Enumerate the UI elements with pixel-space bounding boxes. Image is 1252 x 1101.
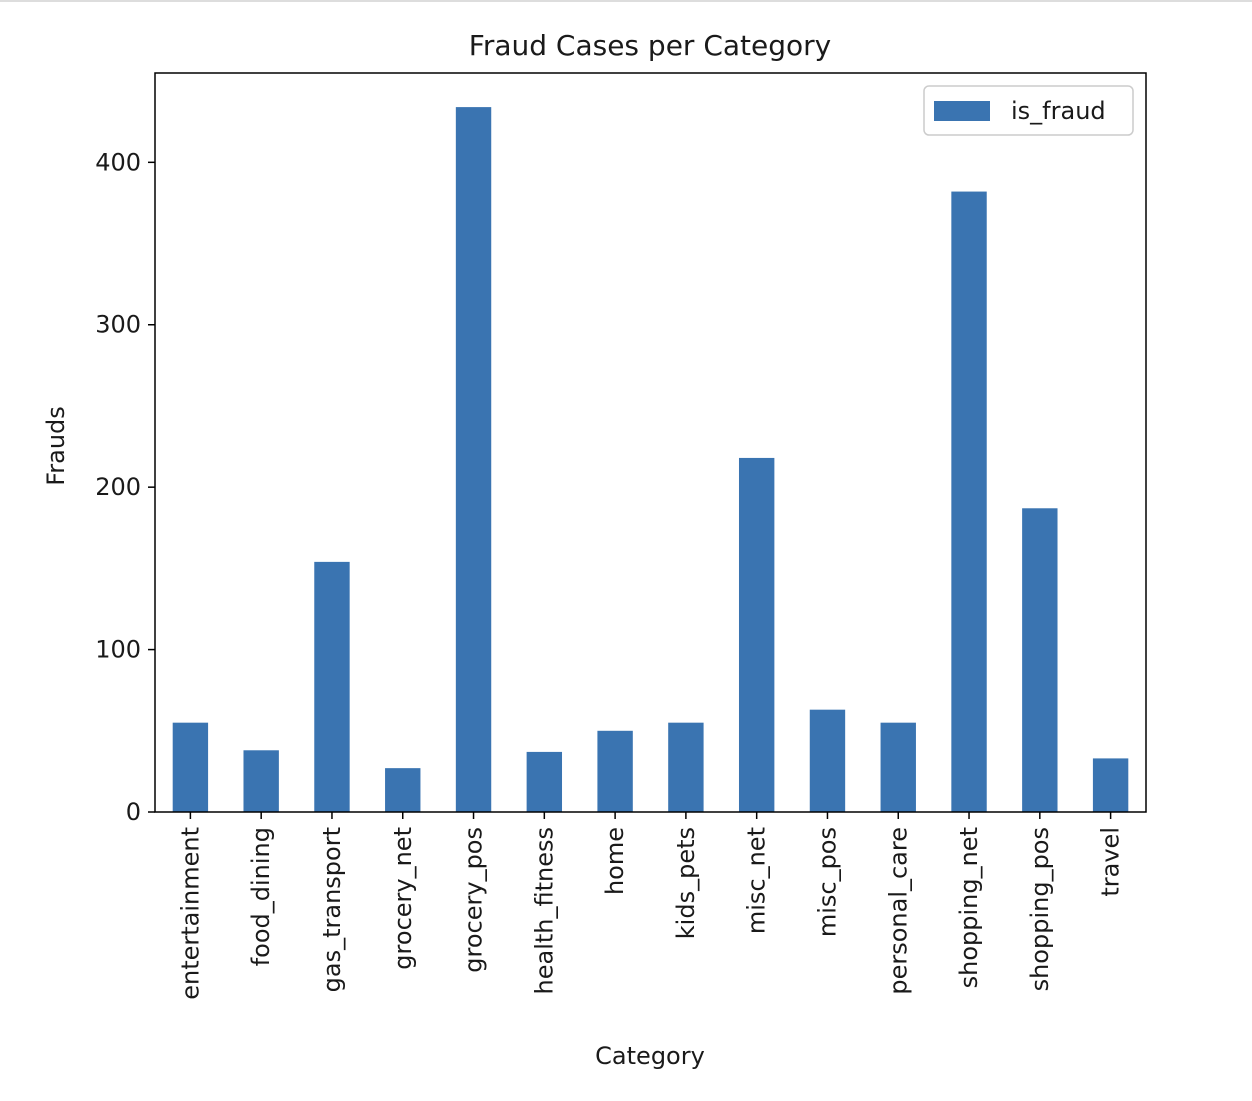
bar-travel (1093, 758, 1128, 812)
y-tick-label: 300 (95, 311, 141, 339)
bar-home (597, 731, 632, 812)
x-tick-label: misc_net (743, 827, 771, 934)
plot-frame (155, 73, 1146, 812)
x-axis-label: Category (595, 1042, 705, 1070)
bar-grocery-net (385, 768, 420, 812)
legend-label: is_fraud (1011, 97, 1106, 125)
bar-shopping-net (951, 192, 986, 812)
bar-kids-pets (668, 723, 703, 812)
x-tick-label: grocery_net (389, 827, 417, 970)
y-tick-label: 100 (95, 636, 141, 664)
y-tick-label: 0 (126, 798, 141, 826)
x-tick-label: entertainment (176, 827, 204, 1000)
bar-gas-transport (314, 562, 349, 812)
x-tick-label: personal_care (884, 827, 912, 995)
y-tick-label: 400 (95, 148, 141, 176)
x-tick-label: shopping_net (955, 827, 983, 988)
y-tick-label: 200 (95, 473, 141, 501)
x-tick-label: shopping_pos (1026, 827, 1054, 991)
x-tick-label: grocery_pos (460, 827, 488, 973)
bar-shopping-pos (1022, 508, 1057, 812)
x-tick-label: travel (1097, 827, 1125, 897)
x-tick-label: food_dining (247, 827, 275, 966)
x-tick-label: gas_transport (318, 827, 346, 992)
bar-grocery-pos (456, 107, 491, 812)
legend-swatch (934, 101, 990, 121)
bar-food-dining (243, 750, 278, 812)
y-axis-label: Frauds (42, 406, 70, 486)
bar-entertainment (173, 723, 208, 812)
bar-misc-net (739, 458, 774, 812)
x-tick-label: health_fitness (530, 827, 558, 994)
legend: is_fraud (924, 86, 1133, 135)
bar-personal-care (881, 723, 916, 812)
chart-title: Fraud Cases per Category (469, 29, 831, 62)
x-tick-label: home (601, 827, 629, 895)
bar-health-fitness (527, 752, 562, 812)
x-tick-label: misc_pos (813, 827, 841, 937)
x-tick-label: kids_pets (672, 827, 700, 939)
bar-misc-pos (810, 710, 845, 812)
bars-layer (173, 107, 1129, 812)
